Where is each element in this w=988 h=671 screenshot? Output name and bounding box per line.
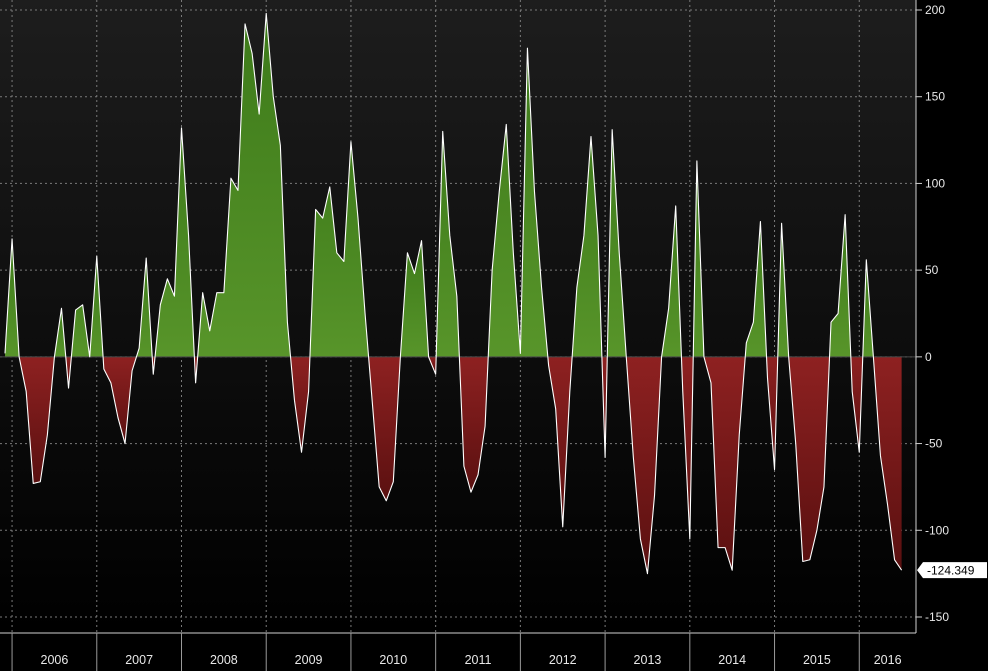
y-tick-label: 50 [925,263,939,277]
x-tick-label: 2016 [874,653,902,667]
x-tick-label: 2011 [465,653,492,667]
y-axis: 200 150 100 50 0 -50 -100 -150 [915,0,949,633]
y-tick-label: -50 [925,437,943,451]
x-tick-label: 2014 [718,653,746,667]
positive-area [777,223,789,357]
x-tick-label: 2007 [125,653,153,667]
positive-area [607,129,627,357]
positive-area [155,127,195,357]
x-tick-label: 2012 [549,653,577,667]
negative-area [290,356,310,453]
negative-area [788,356,830,562]
y-tick-label: 0 [925,350,932,364]
negative-area [873,356,902,571]
x-tick-label: 2013 [634,653,662,667]
series-line [4,12,903,575]
x-tick-label: 2010 [379,653,407,667]
negative-area [368,356,401,501]
last-value-label: -124.349 [927,564,975,578]
x-tick-label: 2008 [210,653,238,667]
last-value-marker: -124.349 [917,562,987,579]
y-tick-label: 200 [925,3,945,17]
negative-area [626,356,662,574]
negative-area [459,356,489,493]
positive-area [693,160,704,357]
negative-area [65,356,72,389]
y-tick-label: 150 [925,90,945,104]
x-tick-label: 2009 [295,653,323,667]
positive-area [661,205,682,357]
y-tick-label: 100 [925,176,945,190]
y-tick-label: -150 [925,610,949,624]
positive-area [136,258,153,357]
negative-area [547,356,573,527]
x-tick-label: 2015 [803,653,831,667]
positive-area [54,308,66,357]
negative-area [19,356,55,484]
positive-area [862,259,874,357]
x-axis: 2006 2007 2008 2009 2010 2011 2012 2013 2014 2015… [0,632,916,671]
negative-area [103,356,137,444]
positive-area [488,48,548,357]
x-tick-label: 2006 [41,653,69,667]
positive-area [400,240,429,357]
y-tick-label: -100 [925,523,949,537]
positive-area [5,238,20,357]
positive-area [309,141,369,357]
positive-area [197,13,291,357]
positive-area [436,131,460,357]
